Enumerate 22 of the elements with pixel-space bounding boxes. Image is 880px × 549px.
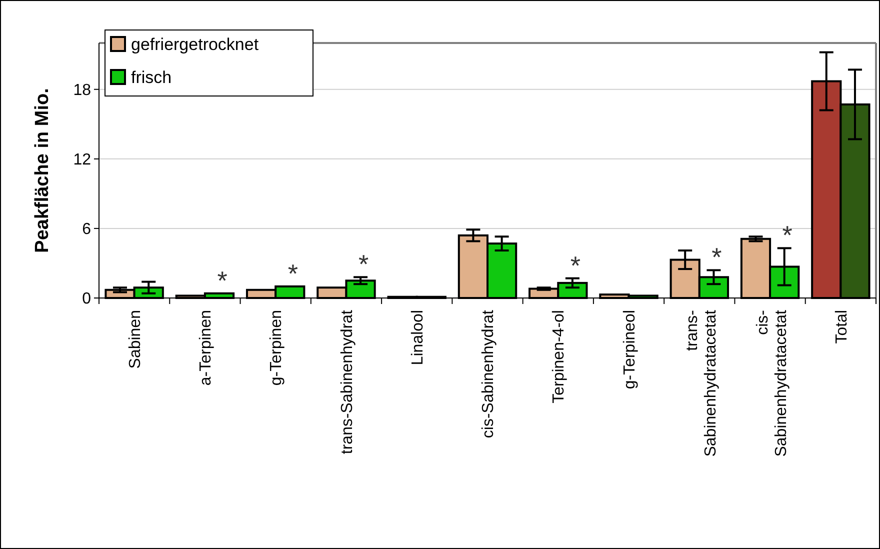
y-tick-label: 6 xyxy=(82,221,92,238)
x-tick-label: g-Terpinen xyxy=(268,310,286,386)
x-tick-label: Terpinen-4-ol xyxy=(550,310,568,404)
legend-label: gefriergetrocknet xyxy=(131,34,259,54)
annotation: * xyxy=(570,250,581,280)
annotation: * xyxy=(217,265,228,296)
y-tick-label: 12 xyxy=(73,152,92,169)
y-tick-label: 0 xyxy=(82,290,92,308)
x-tick-label: Linalool xyxy=(409,310,426,366)
x-tick-label: trans-Sabinenhydrat xyxy=(338,309,356,454)
y-axis-title: Peakfläche in Mio. xyxy=(32,88,53,253)
annotation: * xyxy=(288,258,298,288)
x-tick-label: g-Terpineol xyxy=(621,310,638,390)
x-tick-label: cis-Sabinenhydrat xyxy=(480,309,498,438)
legend-label: frisch xyxy=(131,68,172,87)
x-tick-label: Total xyxy=(833,310,850,344)
y-tick-label: 18 xyxy=(73,82,92,99)
annotation: * xyxy=(358,249,369,280)
x-tick-label: a-Terpinen xyxy=(198,310,215,386)
annotation: * xyxy=(712,242,722,272)
annotation: * xyxy=(782,220,792,250)
x-tick-label: Sabinen xyxy=(126,310,144,369)
